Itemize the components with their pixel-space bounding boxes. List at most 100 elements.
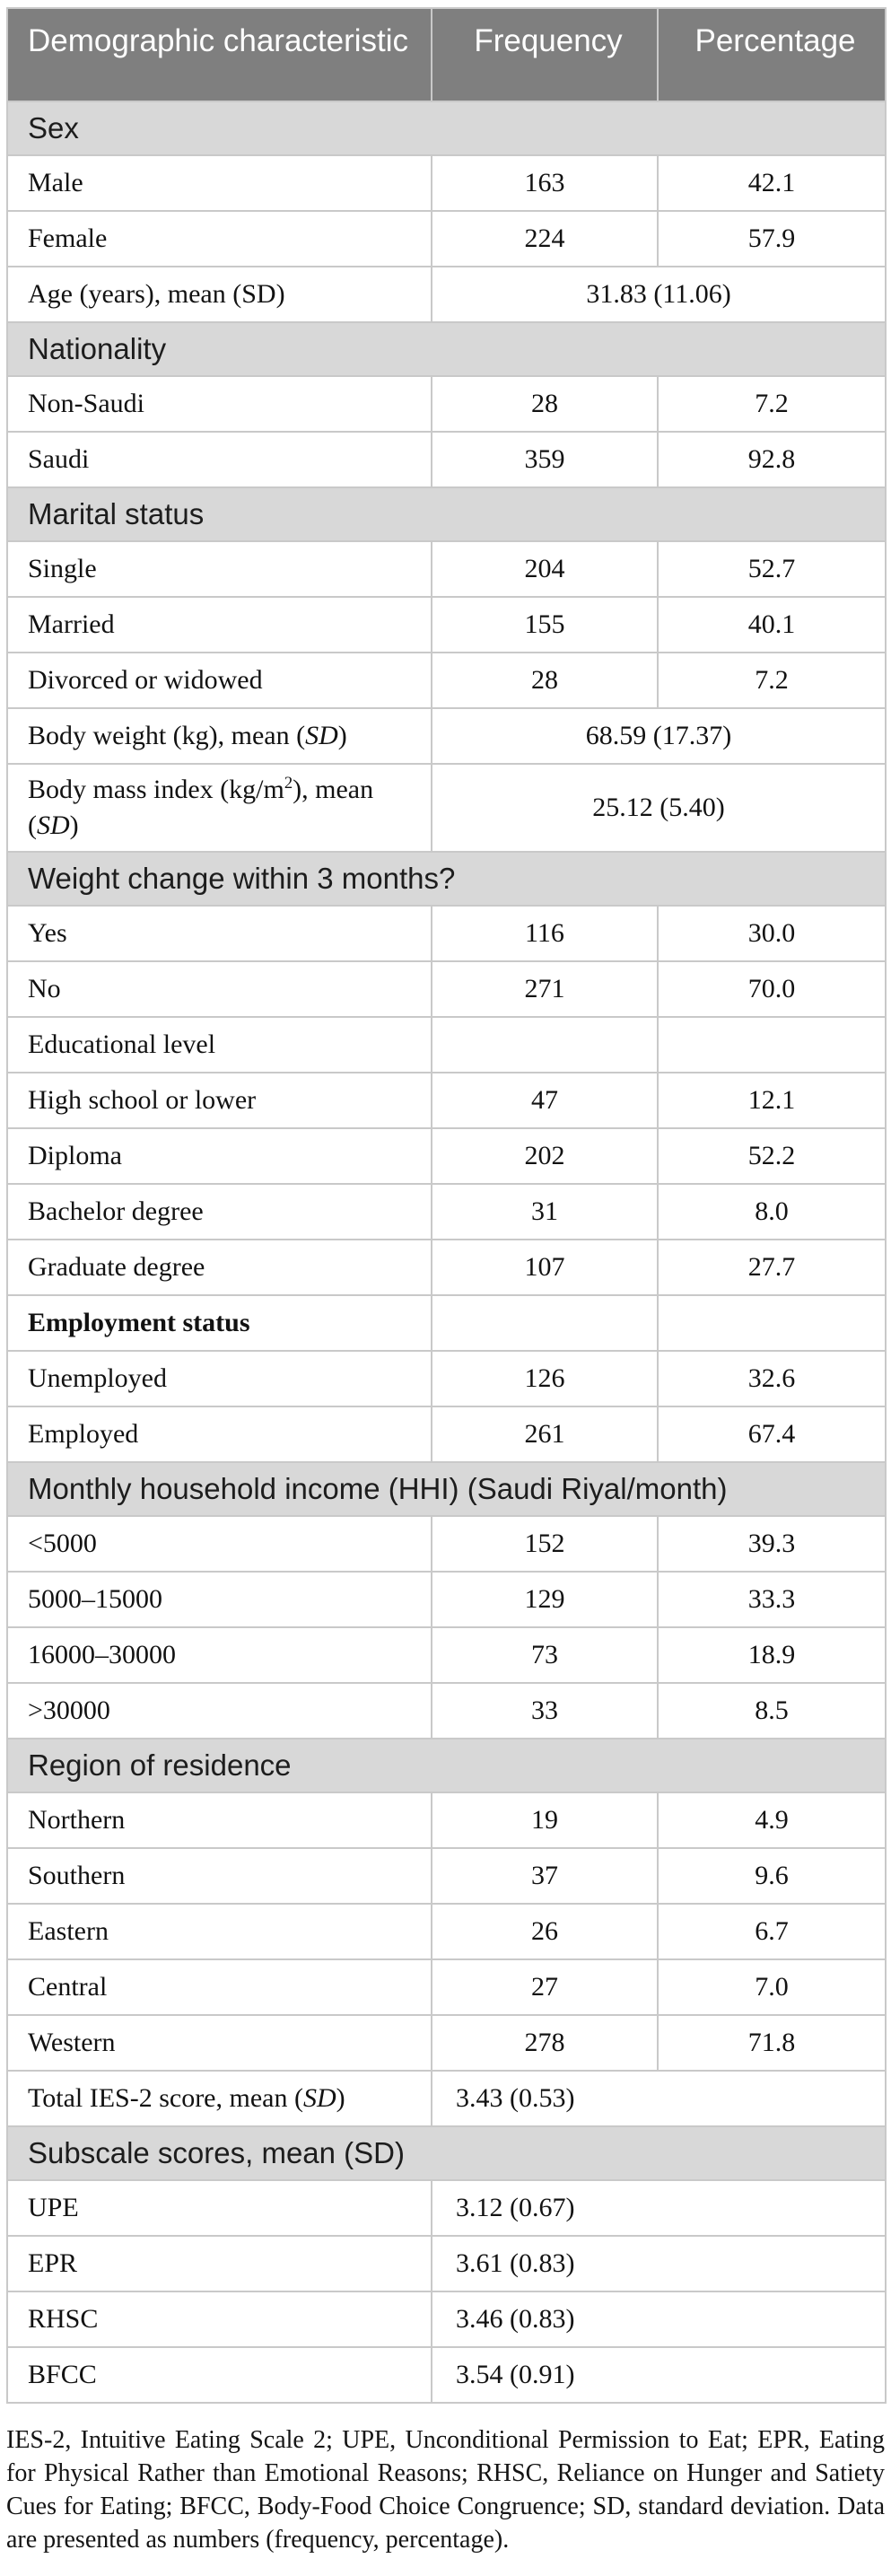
table-row: Western 278 71.8 xyxy=(6,2014,887,2072)
percentage-cell: 42.1 xyxy=(657,154,887,212)
merged-value-cell: 3.54 (0.91) xyxy=(431,2346,887,2404)
characteristic-cell: >30000 xyxy=(6,1682,432,1739)
table-row: Unemployed 126 32.6 xyxy=(6,1350,887,1407)
table-row: Graduate degree 107 27.7 xyxy=(6,1239,887,1296)
table-row: Central 27 7.0 xyxy=(6,1958,887,2016)
characteristic-cell: Married xyxy=(6,596,432,653)
merged-value-cell: 3.43 (0.53) xyxy=(431,2070,887,2127)
characteristic-cell: Unemployed xyxy=(6,1350,432,1407)
percentage-cell: 6.7 xyxy=(657,1903,887,1960)
section-label: Weight change within 3 months? xyxy=(6,851,887,907)
frequency-cell: 19 xyxy=(431,1792,659,1849)
section-label: Marital status xyxy=(6,486,887,542)
percentage-cell: 8.5 xyxy=(657,1682,887,1739)
section-row: Nationality xyxy=(6,321,887,377)
characteristic-cell: BFCC xyxy=(6,2346,432,2404)
table-row: EPR 3.61 (0.83) xyxy=(6,2235,887,2292)
characteristic-cell: High school or lower xyxy=(6,1072,432,1129)
frequency-cell: 28 xyxy=(431,652,659,709)
header-frequency: Frequency xyxy=(431,7,659,102)
characteristic-cell: Yes xyxy=(6,905,432,962)
table-row: RHSC 3.46 (0.83) xyxy=(6,2291,887,2348)
table-row: Male 163 42.1 xyxy=(6,154,887,212)
percentage-cell: 8.0 xyxy=(657,1183,887,1240)
section-label: Sex xyxy=(6,101,887,156)
section-row: Sex xyxy=(6,101,887,156)
table-body: Sex Male 163 42.1 Female 224 57.9 Age (years), … xyxy=(6,101,887,2404)
table-row: Body mass index (kg/m2), mean (SD) 25.12 … xyxy=(6,763,887,853)
frequency-cell: 73 xyxy=(431,1626,659,1684)
table-row: Southern 37 9.6 xyxy=(6,1847,887,1905)
table-row: Married 155 40.1 xyxy=(6,596,887,653)
table-row: Northern 19 4.9 xyxy=(6,1792,887,1849)
section-label: Region of residence xyxy=(6,1738,887,1793)
table-footnote: IES-2, Intuitive Eating Scale 2; UPE, Un… xyxy=(6,2426,885,2554)
frequency-cell: 31 xyxy=(431,1183,659,1240)
merged-value-cell: 3.61 (0.83) xyxy=(431,2235,887,2292)
percentage-cell: 9.6 xyxy=(657,1847,887,1905)
percentage-cell: 12.1 xyxy=(657,1072,887,1129)
characteristic-cell: Employed xyxy=(6,1406,432,1463)
characteristic-cell: UPE xyxy=(6,2179,432,2237)
header-row: Demographic characteristic Frequency Per… xyxy=(6,7,887,102)
section-row: Subscale scores, mean (SD) xyxy=(6,2125,887,2181)
frequency-cell: 163 xyxy=(431,154,659,212)
section-row: Region of residence xyxy=(6,1738,887,1793)
table-row: 5000–15000 129 33.3 xyxy=(6,1571,887,1628)
frequency-cell xyxy=(431,1016,659,1073)
frequency-cell: 271 xyxy=(431,960,659,1018)
frequency-cell: 28 xyxy=(431,375,659,433)
table-row: Body weight (kg), mean (SD) 68.59 (17.37) xyxy=(6,707,887,765)
percentage-cell: 27.7 xyxy=(657,1239,887,1296)
merged-value-cell: 31.83 (11.06) xyxy=(431,266,887,323)
table-row: Educational level xyxy=(6,1016,887,1073)
demographics-table: Demographic characteristic Frequency Per… xyxy=(6,7,887,2404)
merged-value-cell: 3.46 (0.83) xyxy=(431,2291,887,2348)
percentage-cell: 57.9 xyxy=(657,210,887,267)
characteristic-cell: Western xyxy=(6,2014,432,2072)
table-row: Eastern 26 6.7 xyxy=(6,1903,887,1960)
table-row: >30000 33 8.5 xyxy=(6,1682,887,1739)
characteristic-cell: Female xyxy=(6,210,432,267)
frequency-cell: 27 xyxy=(431,1958,659,2016)
section-row: Marital status xyxy=(6,486,887,542)
characteristic-cell: Single xyxy=(6,540,432,598)
frequency-cell: 204 xyxy=(431,540,659,598)
section-label: Nationality xyxy=(6,321,887,377)
frequency-cell: 152 xyxy=(431,1515,659,1573)
section-label: Monthly household income (HHI) (Saudi Ri… xyxy=(6,1461,887,1517)
frequency-cell: 129 xyxy=(431,1571,659,1628)
table-row: Yes 116 30.0 xyxy=(6,905,887,962)
table-row: Female 224 57.9 xyxy=(6,210,887,267)
characteristic-cell: Northern xyxy=(6,1792,432,1849)
characteristic-cell: Total IES-2 score, mean (SD) xyxy=(6,2070,432,2127)
frequency-cell: 33 xyxy=(431,1682,659,1739)
table-row: Single 204 52.7 xyxy=(6,540,887,598)
table-row: Age (years), mean (SD) 31.83 (11.06) xyxy=(6,266,887,323)
characteristic-cell: Eastern xyxy=(6,1903,432,1960)
table-row: 16000–30000 73 18.9 xyxy=(6,1626,887,1684)
section-row: Weight change within 3 months? xyxy=(6,851,887,907)
header-demographic-characteristic: Demographic characteristic xyxy=(6,7,432,102)
frequency-cell: 116 xyxy=(431,905,659,962)
percentage-cell xyxy=(657,1016,887,1073)
header-percentage: Percentage xyxy=(657,7,887,102)
characteristic-cell: Diploma xyxy=(6,1127,432,1185)
frequency-cell xyxy=(431,1294,659,1352)
characteristic-cell: Body mass index (kg/m2), mean (SD) xyxy=(6,763,432,853)
percentage-cell: 30.0 xyxy=(657,905,887,962)
percentage-cell: 71.8 xyxy=(657,2014,887,2072)
characteristic-cell: Central xyxy=(6,1958,432,2016)
frequency-cell: 261 xyxy=(431,1406,659,1463)
characteristic-cell: Divorced or widowed xyxy=(6,652,432,709)
characteristic-cell: EPR xyxy=(6,2235,432,2292)
percentage-cell: 92.8 xyxy=(657,431,887,488)
frequency-cell: 202 xyxy=(431,1127,659,1185)
percentage-cell: 18.9 xyxy=(657,1626,887,1684)
merged-value-cell: 3.12 (0.67) xyxy=(431,2179,887,2237)
characteristic-cell: Graduate degree xyxy=(6,1239,432,1296)
characteristic-cell: <5000 xyxy=(6,1515,432,1573)
frequency-cell: 26 xyxy=(431,1903,659,1960)
table-row: <5000 152 39.3 xyxy=(6,1515,887,1573)
